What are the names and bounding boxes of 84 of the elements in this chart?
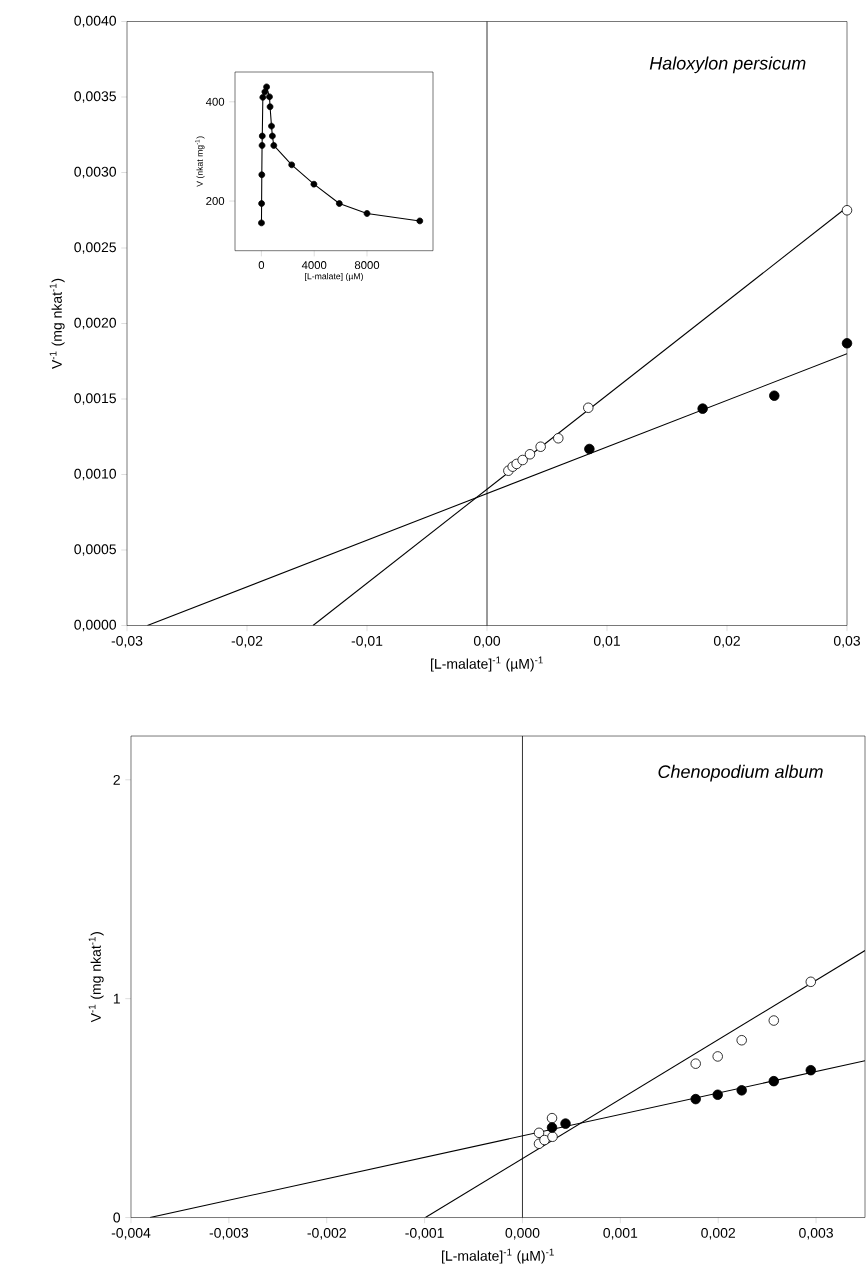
point [524,449,536,460]
point [583,402,594,413]
point [553,433,564,444]
x-tick-label: 4000 [301,261,327,270]
point [258,200,265,207]
y-tick-label: 0,0005 [74,544,116,556]
x-tick-label: -0,03 [111,635,143,648]
y-tick-label: 0,0030 [74,166,117,179]
point [258,132,266,140]
x-axis-title: [L-malate]$^{-1}$ (µM)$^{-1}$ [431,656,543,672]
point [258,142,266,149]
x-tick-label: -0,003 [209,1227,249,1240]
point [841,205,853,216]
point [266,103,274,111]
point [263,83,270,91]
x-tick-label: -0,01 [351,635,383,648]
point [560,1118,571,1129]
point [261,88,269,96]
point [768,1075,779,1087]
x-tick-label: 0,02 [713,635,740,648]
x-tick-label: 0,003 [799,1227,833,1240]
y-tick-label: 0,0020 [74,317,117,330]
x-tick-label: 0 [258,261,265,270]
annotation: Haloxylon persicum [649,56,806,74]
point [546,1122,558,1133]
x-tick-label: 0,001 [603,1227,638,1240]
y-axis-title: V$^{-1}$ (mg nkat$^{-1}$) [88,932,104,1023]
y-tick-label: 0,0040 [74,15,117,28]
x-axis-title: [L-malate] (µM) [305,272,363,282]
point [539,1134,550,1146]
point [416,217,424,225]
point [690,1058,701,1069]
point [363,210,371,217]
point [697,403,708,414]
y-tick-label: 1 [113,993,120,1004]
point [768,1015,779,1026]
y-tick-label: 0 [113,1212,121,1223]
annotation: Chenopodium album [658,764,823,782]
point [584,443,595,455]
point [258,219,265,227]
point [690,1093,701,1105]
x-tick-label: -0,001 [405,1227,444,1240]
y-tick-label: 0,0000 [74,619,117,632]
y-tick-label: 0,0010 [74,468,117,481]
point [712,1089,723,1100]
point [517,454,528,466]
x-tick-label: -0,004 [111,1227,151,1240]
point [546,1112,558,1124]
y-tick-label: 400 [205,97,225,106]
point [547,1131,558,1142]
x-tick-label: 8000 [354,261,380,270]
point [805,1065,816,1076]
y-axis-title: V$^{-1}$ (mg nkat$^{-1}$) [49,278,65,369]
point [335,200,343,207]
y-tick-label: 0,0035 [74,91,116,103]
point [736,1085,747,1096]
point [259,93,267,101]
x-axis-title: [L-malate]$^{-1}$ (µM)$^{-1}$ [442,1248,554,1264]
x-tick-label: 0,03 [833,635,861,648]
y-tick-label: 200 [206,197,225,206]
y-tick-label: 0,0025 [74,242,116,254]
point [769,390,780,401]
x-tick-label: -0,002 [307,1227,346,1240]
point [270,142,278,149]
x-tick-label: 0,002 [701,1227,735,1240]
point [712,1051,723,1062]
point [736,1035,747,1046]
point [266,93,273,101]
point [268,122,275,130]
point [535,441,546,452]
y-axis-title: V (nkat mg$^{-1}$) [195,136,205,187]
point [533,1127,545,1139]
point [258,171,266,179]
y-tick-label: 2 [113,774,120,785]
point [310,180,318,188]
x-tick-label: 0,00 [473,635,501,648]
x-tick-label: 0,01 [593,635,620,648]
x-tick-label: 0,000 [505,1227,540,1240]
y-tick-label: 0,0015 [74,393,116,405]
point [269,132,276,140]
point [841,338,853,349]
point [288,161,296,169]
x-tick-label: -0,02 [231,635,263,648]
point [805,976,816,987]
